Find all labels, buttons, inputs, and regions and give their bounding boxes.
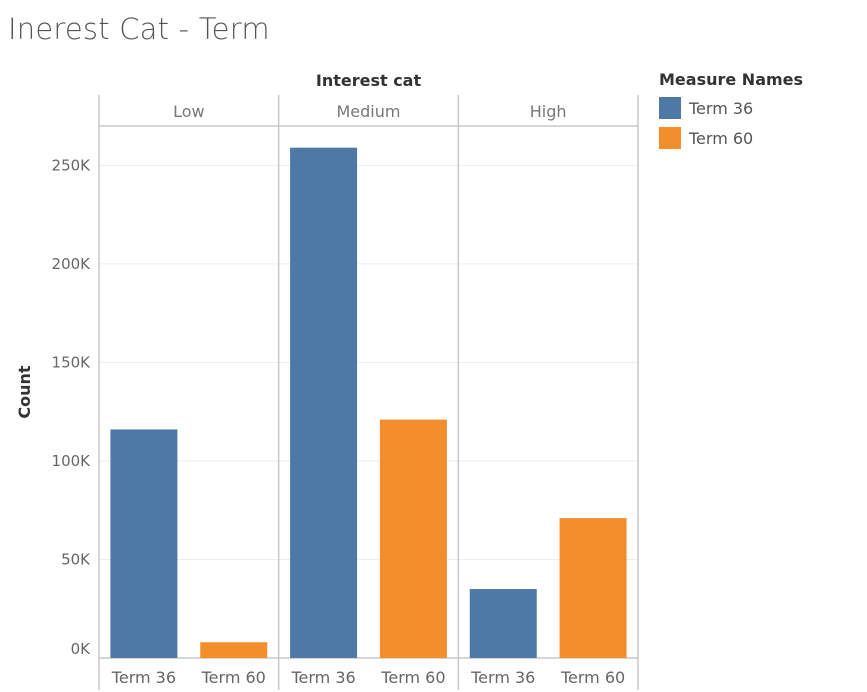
bar-high-term-36[interactable] xyxy=(469,589,537,658)
x-tick-label-low-term-60: Term 60 xyxy=(201,668,266,687)
legend-title: Measure Names xyxy=(659,70,804,89)
y-tick-label-250k: 250K xyxy=(52,156,92,174)
y-tick-label-100k: 100K xyxy=(52,452,92,470)
x-tick-label-high-term-36: Term 36 xyxy=(470,668,535,687)
legend-label-term-36: Term 36 xyxy=(689,98,754,118)
legend-label-term-60: Term 60 xyxy=(689,128,754,148)
legend-item-term-36[interactable]: Term 36 xyxy=(659,93,859,123)
bar-medium-term-60[interactable] xyxy=(379,419,447,658)
x-tick-label-medium-term-36: Term 36 xyxy=(290,668,355,687)
panel-label-low: Low xyxy=(173,102,205,121)
y-axis-label: Count xyxy=(15,365,34,419)
bar-high-term-60[interactable] xyxy=(559,518,627,658)
y-tick-label-50k: 50K xyxy=(61,550,91,568)
y-tick-label-200k: 200K xyxy=(52,255,92,273)
bar-low-term-60[interactable] xyxy=(200,642,268,658)
legend: Measure Names Term 36 Term 60 xyxy=(659,70,859,153)
panel-label-medium: Medium xyxy=(337,102,401,121)
legend-item-term-60[interactable]: Term 60 xyxy=(659,123,859,153)
y-tick-label-0k: 0K xyxy=(71,640,92,658)
chart-title: Inerest Cat - Term xyxy=(8,12,270,46)
legend-swatch-term-60 xyxy=(659,127,681,149)
y-tick-label-150k: 150K xyxy=(52,353,92,371)
panel-label-high: High xyxy=(530,102,567,121)
column-header: Interest cat xyxy=(316,71,422,90)
x-tick-label-medium-term-60: Term 60 xyxy=(380,668,445,687)
x-tick-label-high-term-60: Term 60 xyxy=(560,668,625,687)
bar-low-term-36[interactable] xyxy=(110,429,178,658)
x-tick-label-low-term-36: Term 36 xyxy=(111,668,176,687)
bar-medium-term-36[interactable] xyxy=(290,147,358,658)
legend-swatch-term-36 xyxy=(659,97,681,119)
